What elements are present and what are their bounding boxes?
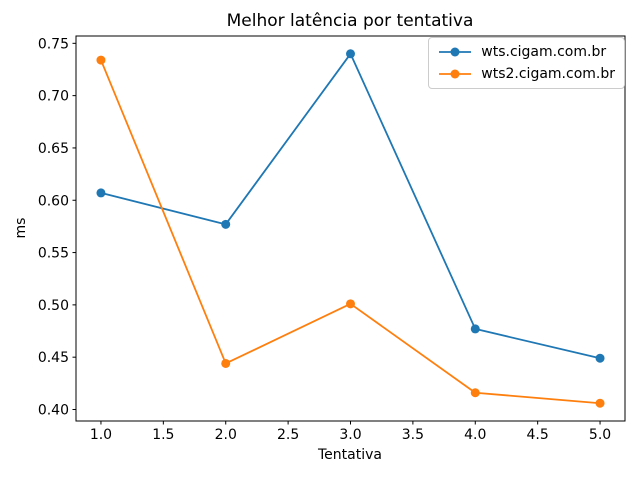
- legend-label: wts.cigam.com.br: [481, 44, 607, 60]
- axes-spines: [75, 35, 626, 422]
- legend-line-marker-icon: [439, 47, 472, 57]
- y-tick-label: 0.40: [38, 402, 69, 418]
- data-point-marker: [346, 49, 355, 59]
- x-tick-label: 4.5: [527, 427, 549, 443]
- legend-marker-swatch: [450, 47, 460, 57]
- x-tick-label: 1.5: [152, 427, 174, 443]
- y-tick-label: 0.50: [38, 298, 69, 314]
- data-point-marker: [595, 353, 605, 363]
- data-point-marker: [470, 388, 480, 398]
- y-tick-label: 0.60: [38, 193, 69, 209]
- x-tick-label: 4.0: [464, 427, 486, 443]
- y-tick-label: 0.65: [38, 141, 69, 157]
- legend: wts.cigam.com.br wts2.cigam.com.br: [428, 37, 625, 89]
- chart-title: Melhor latência por tentativa: [227, 11, 474, 31]
- x-tick-label: 1.0: [90, 427, 112, 443]
- series-layer: [96, 49, 605, 408]
- data-point-marker: [221, 219, 231, 229]
- data-point-marker: [96, 55, 106, 65]
- data-point-marker: [221, 358, 231, 368]
- x-tick-label: 2.5: [277, 427, 299, 443]
- legend-line-marker-icon: [439, 69, 472, 79]
- y-tick-label: 0.70: [38, 89, 69, 105]
- y-tick-label: 0.45: [38, 350, 69, 366]
- ticks-layer: 1.0 1.5 2.0 2.5 3.0 3.5 4.0 4.5 5.0 0.40 0.45 0.50 0…: [38, 36, 611, 443]
- data-point-marker: [470, 324, 480, 334]
- x-tick-label: 3.5: [402, 427, 424, 443]
- x-tick-label: 5.0: [589, 427, 611, 443]
- plot-area: [76, 36, 625, 421]
- y-axis-label: ms: [13, 218, 29, 239]
- data-point-marker: [595, 398, 605, 408]
- legend-label: wts2.cigam.com.br: [481, 66, 615, 82]
- x-tick-label: 2.0: [215, 427, 237, 443]
- legend-entry: wts.cigam.com.br: [438, 43, 615, 61]
- y-tick-label: 0.55: [38, 246, 69, 262]
- y-tick-label: 0.75: [38, 36, 69, 52]
- x-tick-label: 3.0: [339, 427, 361, 443]
- legend-entry: wts2.cigam.com.br: [438, 65, 615, 83]
- x-axis-label: Tentativa: [317, 447, 382, 463]
- data-point-marker: [96, 188, 106, 198]
- data-point-marker: [346, 299, 355, 309]
- legend-marker-swatch: [450, 69, 460, 79]
